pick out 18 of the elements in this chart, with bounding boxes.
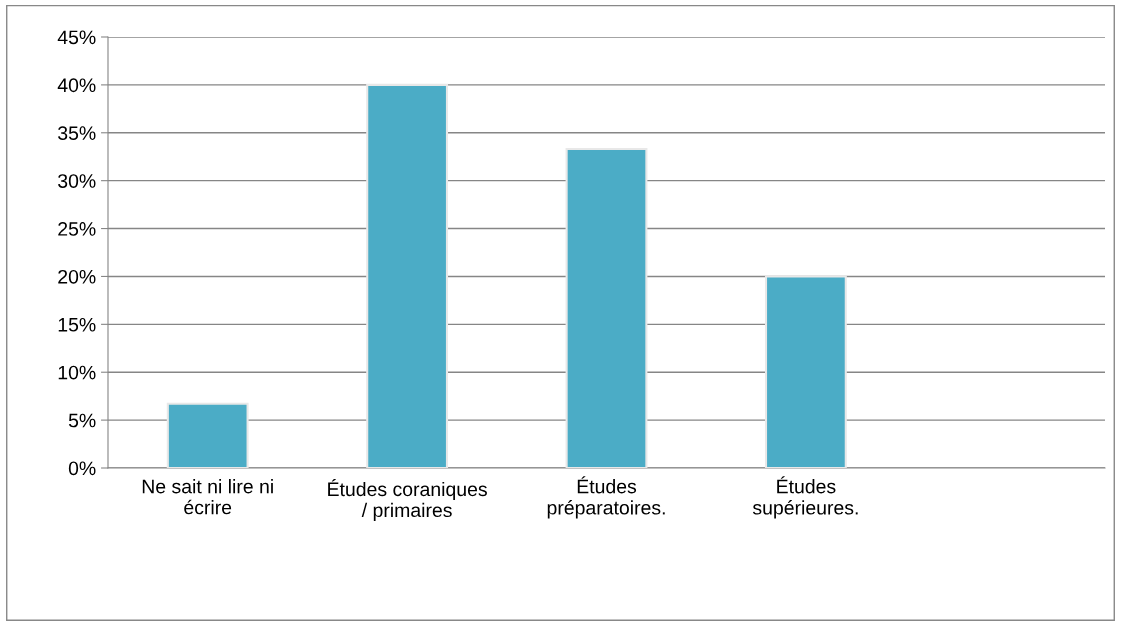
- bar: [166, 402, 249, 468]
- y-tick-label: 0%: [68, 461, 96, 476]
- x-tick-label: Ne sait ni lire ni écrire: [142, 479, 273, 515]
- y-tick-label: 40%: [57, 78, 96, 93]
- y-tick-label: 25%: [58, 222, 96, 236]
- y-tick-label: 10%: [58, 365, 96, 380]
- y-tick-label: 45%: [57, 30, 96, 45]
- y-tick-label: 5%: [68, 413, 96, 428]
- x-tick-label: Études supérieures.: [752, 476, 858, 519]
- y-tick-label: 30%: [58, 174, 96, 188]
- bar: [565, 148, 648, 468]
- bar: [366, 83, 449, 468]
- x-tick-label: Études coraniques / primaires: [328, 479, 487, 521]
- y-tick-label: 20%: [58, 269, 96, 284]
- bar: [764, 275, 847, 468]
- y-tick-label: 15%: [58, 317, 96, 332]
- y-tick-label: 35%: [58, 126, 96, 141]
- x-tick-label: Études préparatoires.: [547, 476, 665, 519]
